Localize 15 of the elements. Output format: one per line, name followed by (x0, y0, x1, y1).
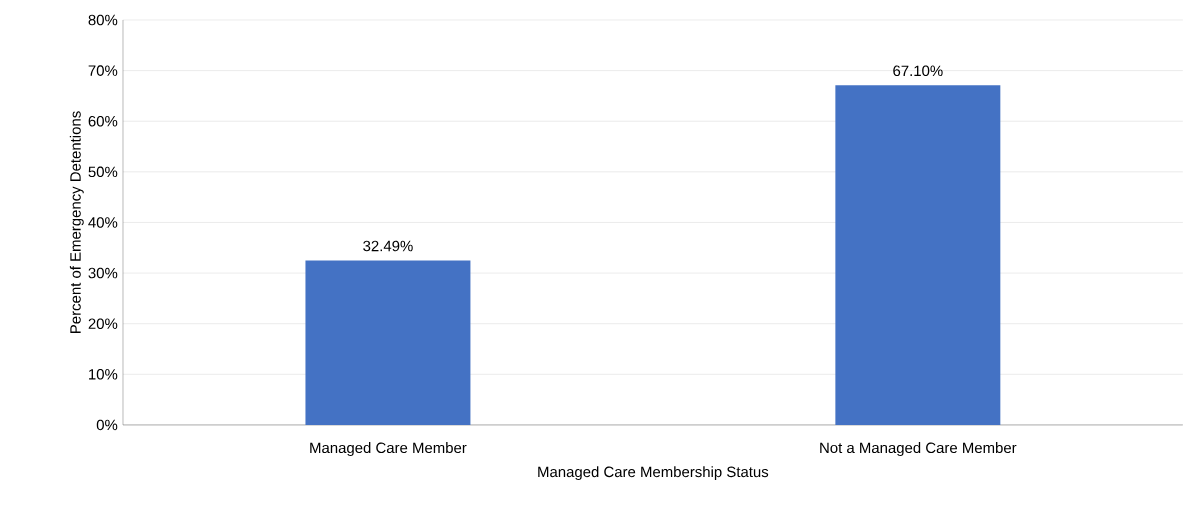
data-label: 32.49% (363, 240, 413, 252)
y-axis-title: Percent of Emergency Detentions (69, 111, 84, 333)
y-tick-label: 20% (88, 318, 118, 330)
y-tick-label: 40% (88, 217, 118, 228)
x-tick-label: Not a Managed Care Member (820, 442, 1017, 457)
y-tick-label: 50% (88, 166, 118, 178)
x-axis-title: Managed Care Membership Status (538, 466, 769, 481)
y-tick-label: 0% (96, 419, 118, 431)
y-tick-label: 10% (89, 369, 118, 380)
data-label: 67.10% (893, 65, 943, 77)
x-tick-label: Managed Care Member (310, 442, 467, 457)
y-tick-label: 70% (88, 65, 118, 76)
y-tick-label: 60% (88, 115, 118, 127)
y-tick-label: 80% (88, 14, 118, 26)
y-tick-label: 30% (88, 267, 118, 279)
